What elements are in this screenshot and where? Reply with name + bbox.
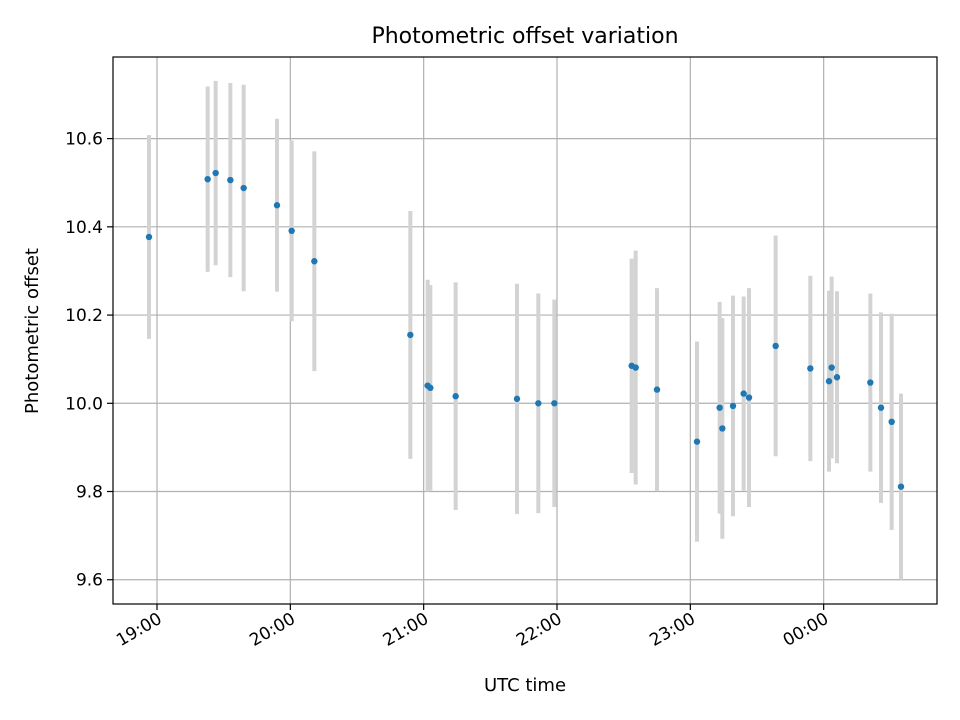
data-point [729,402,737,410]
x-axis-label: UTC time [484,675,566,696]
data-point [740,390,747,397]
data-point [719,425,726,432]
grid [113,57,937,604]
data-point [807,365,814,372]
y-axis-label: Photometric offset [22,248,43,414]
data-point [407,331,414,339]
plot-frame [112,56,938,605]
y-tick-label: 10.0 [65,394,103,414]
y-tick-label: 9.8 [76,483,103,503]
data-point [833,374,841,381]
data-point [897,483,905,490]
data-point [452,393,459,400]
data-point [212,169,219,177]
data-point [513,395,521,403]
data-markers [145,169,905,490]
data-point [745,394,753,401]
chart-title: Photometric offset variation [371,24,678,49]
data-point [653,386,661,393]
data-point [877,404,885,411]
data-point [535,400,542,407]
y-tick-label: 9.6 [76,571,103,591]
data-point [825,378,833,385]
data-point [288,227,295,235]
data-point [716,404,723,411]
data-point [828,364,835,371]
data-point [867,379,874,386]
data-point [273,202,281,209]
y-axis: 9.6 9.8 10.0 10.2 10.4 10.6 [65,130,113,591]
data-point [240,184,247,192]
y-tick-label: 10.2 [65,306,103,326]
data-point [311,258,318,265]
y-tick-label: 10.6 [65,130,103,150]
data-point [145,233,153,241]
data-point [427,384,434,392]
data-point [551,400,558,407]
data-point [632,364,639,371]
data-point [888,418,895,426]
data-point [204,175,211,183]
data-point [772,342,779,350]
data-point [693,438,701,445]
y-tick-label: 10.4 [65,218,103,238]
data-point [227,176,234,184]
